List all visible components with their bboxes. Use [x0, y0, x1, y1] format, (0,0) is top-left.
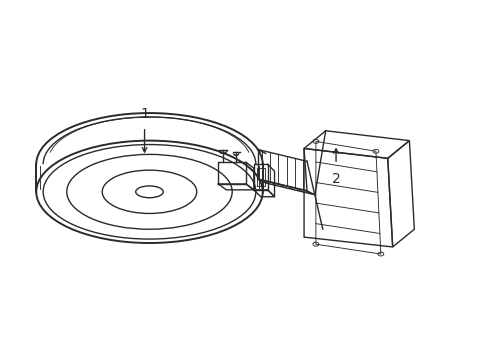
- Text: 2: 2: [331, 172, 340, 186]
- Text: 1: 1: [140, 107, 149, 121]
